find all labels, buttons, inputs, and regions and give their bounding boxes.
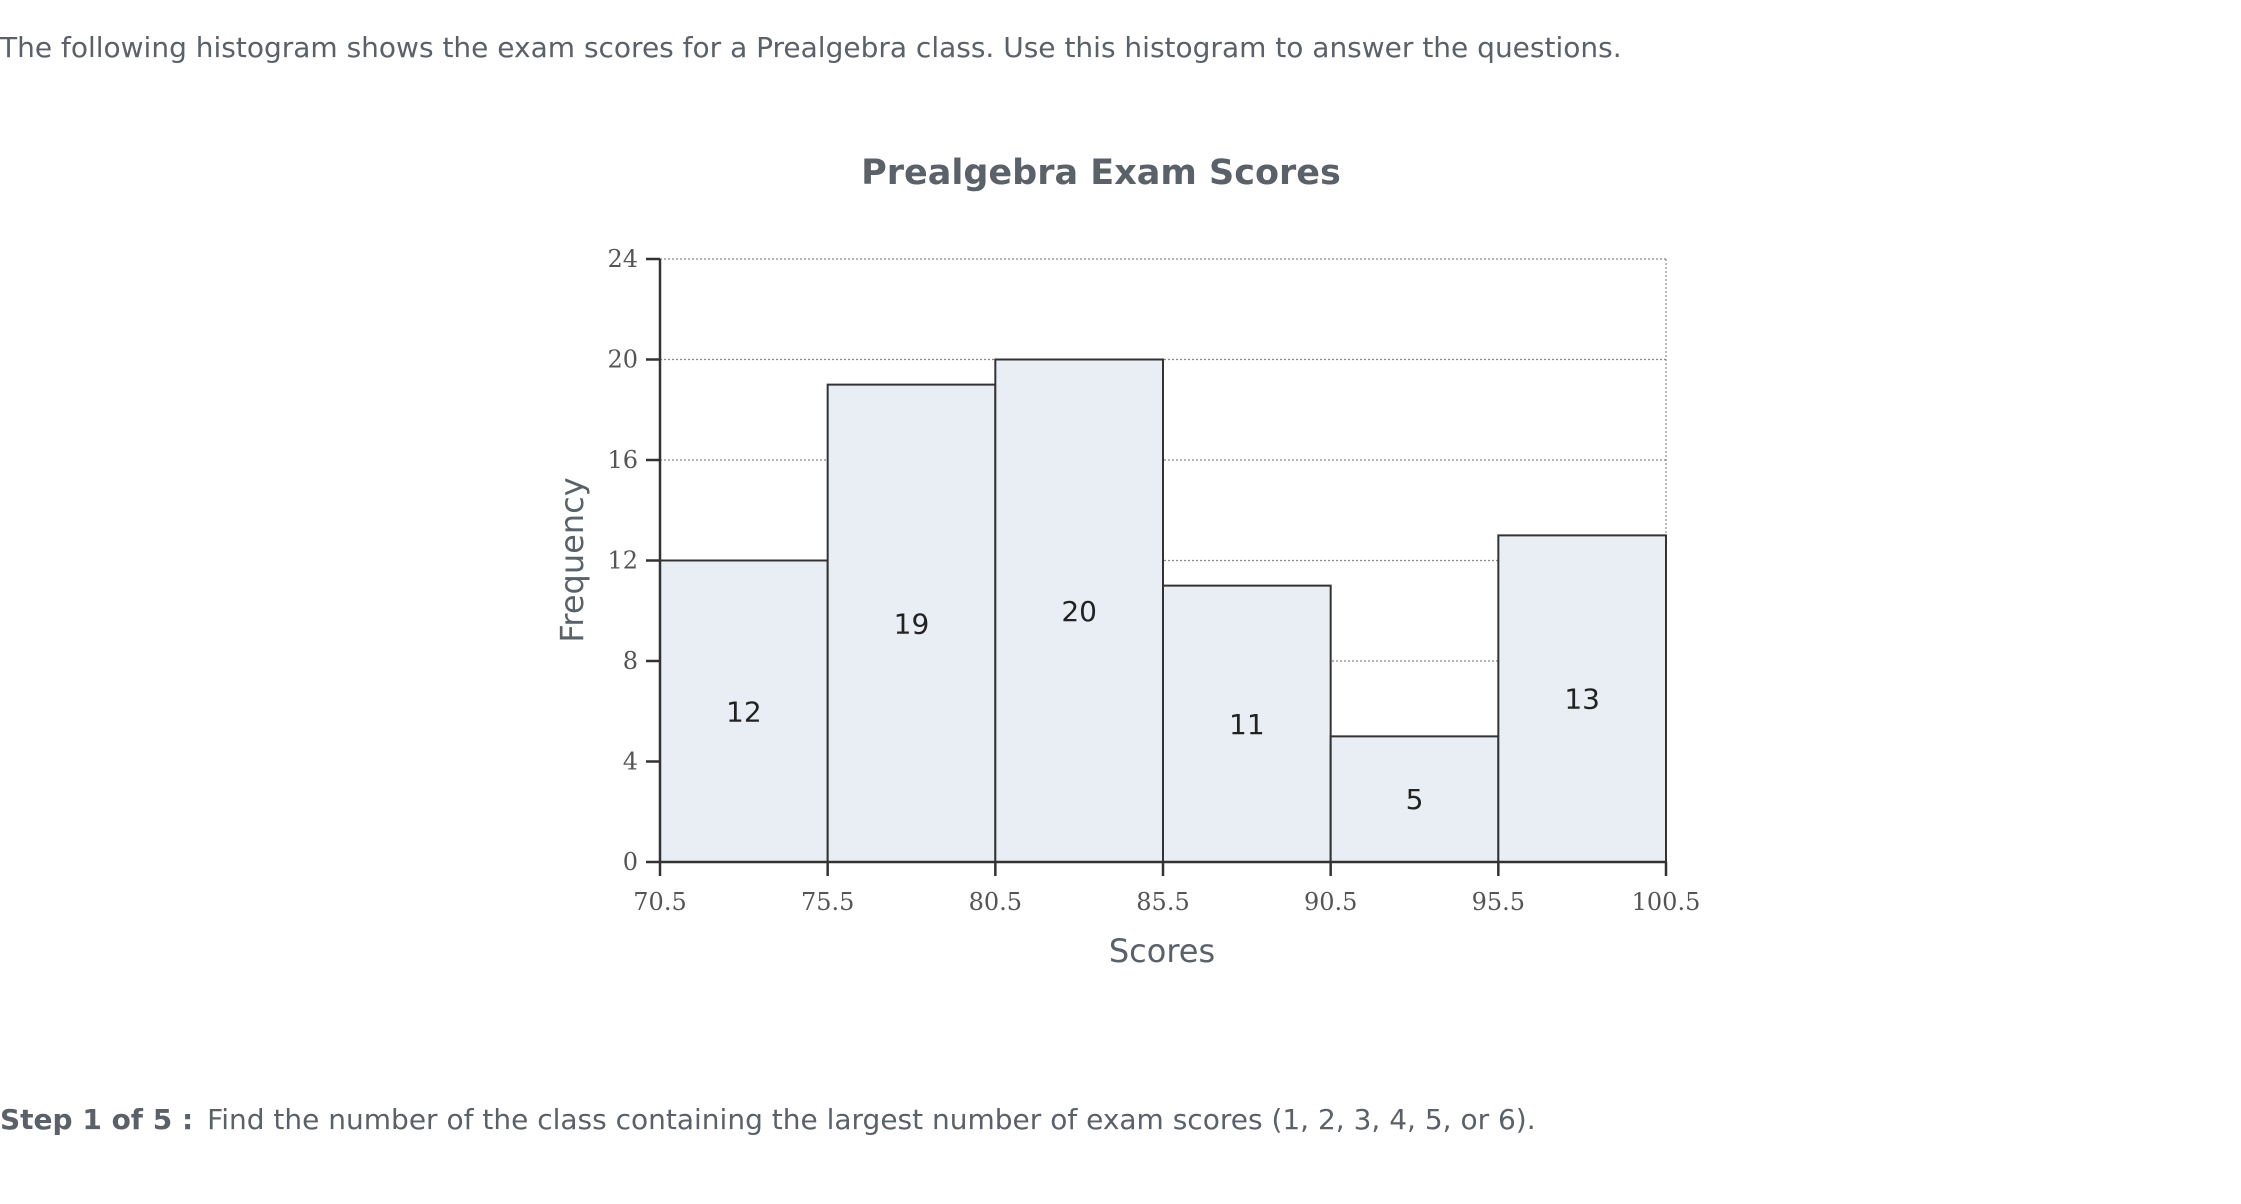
x-tick-label-4: 90.5 bbox=[1304, 888, 1357, 916]
y-tick-label-16: 16 bbox=[607, 446, 638, 474]
bar-label-2: 19 bbox=[894, 607, 930, 640]
bar-label-6: 13 bbox=[1564, 683, 1600, 716]
bar-4 bbox=[1162, 584, 1332, 863]
x-axis-title: Scores bbox=[1109, 932, 1215, 970]
x-tick-label-2: 80.5 bbox=[969, 888, 1022, 916]
intro-text: The following histogram shows the exam s… bbox=[0, 31, 1622, 64]
y-axis-title: Frequency bbox=[553, 477, 591, 642]
y-tick-label-12: 12 bbox=[607, 547, 638, 575]
step-question: Find the number of the class containing … bbox=[207, 1103, 1536, 1136]
bar-3 bbox=[994, 358, 1164, 863]
x-tick-label-1: 75.5 bbox=[801, 888, 854, 916]
x-ticks: 70.5 75.5 80.5 85.5 90.5 95.5 100.5 bbox=[633, 862, 1700, 916]
y-tick-label-0: 0 bbox=[623, 848, 638, 876]
y-tick-label-24: 24 bbox=[607, 245, 638, 273]
bars bbox=[659, 358, 1668, 863]
y-tick-label-4: 4 bbox=[623, 748, 638, 776]
y-ticks: 0 4 8 12 16 20 24 bbox=[607, 245, 660, 876]
x-tick-label-5: 95.5 bbox=[1472, 888, 1525, 916]
x-tick-label-3: 85.5 bbox=[1136, 888, 1189, 916]
step-prompt: Step 1 of 5 : Find the number of the clas… bbox=[0, 1100, 1536, 1140]
bar-1 bbox=[659, 559, 829, 863]
bar-label-5: 5 bbox=[1406, 783, 1424, 816]
bar-label-3: 20 bbox=[1061, 595, 1097, 628]
bar-labels: 12 19 20 11 5 13 bbox=[726, 595, 1600, 816]
bar-label-1: 12 bbox=[726, 695, 762, 728]
bar-2 bbox=[826, 383, 997, 863]
chart-title: Prealgebra Exam Scores bbox=[861, 153, 1341, 193]
x-tick-label-0: 70.5 bbox=[633, 888, 686, 916]
step-label: Step 1 of 5 : bbox=[0, 1103, 194, 1136]
x-tick-label-6: 100.5 bbox=[1632, 888, 1701, 916]
y-tick-label-8: 8 bbox=[623, 647, 638, 675]
bar-label-4: 11 bbox=[1229, 708, 1265, 741]
bar-6 bbox=[1497, 534, 1668, 863]
y-tick-label-20: 20 bbox=[607, 346, 638, 374]
